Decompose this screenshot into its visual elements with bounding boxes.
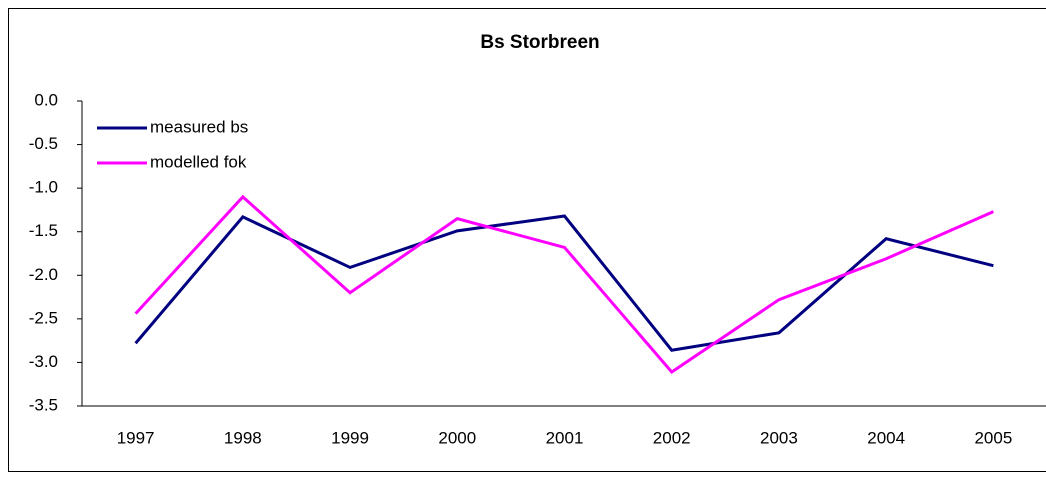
y-tick-label: -2.5 (29, 308, 58, 327)
x-tick-label: 2001 (546, 428, 584, 447)
legend-label: measured bs (150, 117, 248, 136)
series-line (134, 194, 994, 375)
x-tick-label: 2003 (760, 428, 798, 447)
y-tick-label: -3.0 (29, 352, 58, 371)
x-tick-label: 2005 (974, 428, 1012, 447)
y-tick-label: -0.5 (29, 134, 58, 153)
x-tick-label: 1999 (331, 428, 369, 447)
x-tick-label: 1997 (117, 428, 155, 447)
x-tick-label: 2000 (438, 428, 476, 447)
chart-frame (8, 8, 1046, 472)
y-tick-label: -1.5 (29, 221, 58, 240)
y-tick-label: 0.0 (34, 90, 58, 109)
x-tick-label: 2002 (653, 428, 691, 447)
y-tick-label: -2.0 (29, 265, 58, 284)
legend-label: modelled fok (150, 152, 247, 171)
y-tick-label: -1.0 (29, 178, 58, 197)
series-line (134, 214, 994, 352)
y-tick-label: -3.5 (29, 395, 58, 414)
x-tick-label: 2004 (867, 428, 905, 447)
x-tick-label: 1998 (224, 428, 262, 447)
chart-title: Bs Storbreen (480, 32, 599, 53)
